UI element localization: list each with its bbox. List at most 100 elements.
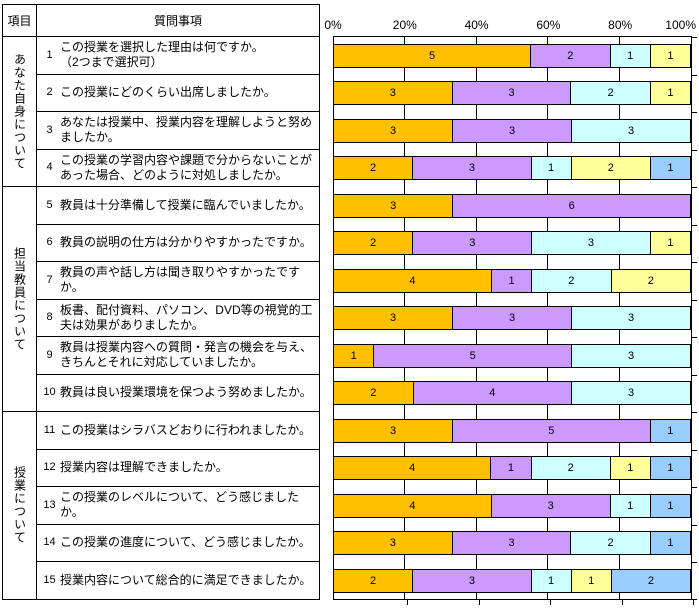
segment-value: 2 bbox=[647, 274, 654, 287]
stacked-bar: 3 3 2 1 bbox=[333, 531, 691, 555]
question-cell: 15 授業内容について総合的に満足できましたか。 bbox=[37, 562, 320, 600]
bar-segment-orange: 2 bbox=[333, 231, 414, 255]
segment-value: 2 bbox=[370, 162, 377, 174]
axis-tick-label: 0% bbox=[324, 18, 342, 32]
question-text: この授業はシラバスどおりに行われましたか。 bbox=[60, 422, 312, 437]
segment-value: 4 bbox=[409, 274, 416, 287]
chart-row: 1 5 3 bbox=[333, 337, 697, 375]
question-text: この授業を選択した理由は何ですか。 （2つまで選択可） bbox=[60, 40, 264, 70]
bar-segment-blue: 1 bbox=[649, 493, 691, 518]
bar-segment-yellow: 1 bbox=[649, 81, 691, 105]
segment-value: 1 bbox=[667, 49, 674, 62]
chart-row: 2 3 1 2 1 bbox=[333, 149, 697, 188]
bar-segment-orange: 2 bbox=[333, 568, 414, 593]
stacked-bar: 5 2 1 1 bbox=[333, 43, 691, 68]
stacked-bar: 3 3 2 1 bbox=[333, 81, 691, 105]
segment-value: 1 bbox=[667, 424, 674, 437]
bottom-tick bbox=[693, 599, 694, 605]
question-number: 12 bbox=[43, 461, 56, 474]
question-cell: 10 教員は良い授業環境を保つよう努めましたか。 bbox=[37, 374, 320, 412]
segment-value: 2 bbox=[607, 87, 614, 99]
bar-segment-yellow: 1 bbox=[649, 231, 691, 255]
segment-value: 1 bbox=[667, 237, 674, 249]
bar-segment-blue: 1 bbox=[649, 418, 691, 443]
chart-row: 5 2 1 1 bbox=[333, 37, 697, 75]
segment-value: 4 bbox=[489, 387, 496, 399]
segment-value: 1 bbox=[667, 462, 674, 474]
question-cell: 7 教員の声や話し方は聞き取りやすかったですか。 bbox=[37, 262, 320, 300]
bar-segment-yellow: 1 bbox=[609, 456, 651, 480]
chart-row: 3 3 3 bbox=[333, 299, 697, 338]
question-number: 5 bbox=[46, 198, 53, 211]
segment-value: 4 bbox=[409, 499, 416, 512]
bar-segment-cyan: 2 bbox=[570, 531, 651, 555]
question-cell: 13 この授業のレベルについて、どう感じましたか。 bbox=[37, 487, 320, 525]
question-text: この授業の進度について、どう感じましたか。 bbox=[60, 535, 311, 550]
segment-value: 2 bbox=[567, 462, 574, 474]
question-number: 15 bbox=[43, 573, 56, 586]
survey-table: 項目 質問事項 0% 20% 40% 60% 80% 100% あなた自身について 担当教員… bbox=[2, 4, 697, 600]
segment-value: 1 bbox=[667, 537, 674, 549]
bar-segment-cyan: 3 bbox=[571, 306, 691, 330]
bar-segment-yellow: 2 bbox=[610, 268, 691, 293]
segment-value: 3 bbox=[508, 124, 516, 137]
bar-segment-yellow: 1 bbox=[649, 43, 691, 68]
segment-value: 1 bbox=[350, 349, 357, 362]
question-text: この授業にどのくらい出席しましたか。 bbox=[60, 85, 276, 100]
bar-segment-purple: 6 bbox=[452, 193, 691, 218]
segment-value: 3 bbox=[468, 574, 475, 587]
category-cell: あなた自身について bbox=[2, 37, 37, 187]
stacked-bar: 2 3 1 1 2 bbox=[333, 568, 691, 593]
segment-value: 1 bbox=[508, 274, 515, 287]
bottom-tick bbox=[478, 599, 480, 605]
question-number: 8 bbox=[46, 311, 53, 324]
axis-tick-label: 80% bbox=[608, 18, 633, 32]
segment-value: 5 bbox=[548, 424, 555, 437]
question-text: この授業の学習内容や課題で分からないことがあった場合、どのように対処しましたか。 bbox=[60, 152, 313, 182]
segment-value: 3 bbox=[587, 237, 594, 249]
stacked-bar: 2 3 3 1 bbox=[333, 231, 691, 255]
segment-value: 3 bbox=[508, 537, 515, 549]
question-number: 2 bbox=[46, 86, 53, 99]
bar-segment-orange: 3 bbox=[333, 81, 453, 105]
question-text: 教員は授業内容への質問・発言の機会を与え、きちんとそれに対応していましたか。 bbox=[60, 340, 313, 370]
segment-value: 4 bbox=[409, 462, 416, 474]
bar-segment-cyan: 3 bbox=[531, 231, 651, 255]
segment-value: 2 bbox=[567, 49, 574, 62]
category-label: あなた自身について bbox=[12, 53, 27, 170]
question-number: 14 bbox=[43, 536, 56, 549]
category-cell: 担当教員について bbox=[2, 187, 37, 412]
segment-value: 3 bbox=[389, 312, 397, 324]
bar-segment-cyan: 3 bbox=[571, 118, 691, 143]
item-column-header: 項目 bbox=[2, 4, 37, 37]
bottom-axis-ticks bbox=[335, 599, 694, 607]
bar-segment-purple: 3 bbox=[452, 118, 572, 143]
question-cell: 9 教員は授業内容への質問・発言の機会を与え、きちんとそれに対応していましたか。 bbox=[37, 337, 320, 375]
stacked-bar: 3 5 1 bbox=[333, 418, 691, 443]
bar-segment-purple: 5 bbox=[373, 343, 572, 368]
question-number: 11 bbox=[43, 423, 56, 436]
segment-value: 3 bbox=[389, 87, 396, 99]
segment-value: 1 bbox=[627, 462, 634, 474]
segment-value: 2 bbox=[370, 387, 377, 399]
bar-segment-orange: 3 bbox=[333, 193, 454, 218]
question-cell: 1 この授業を選択した理由は何ですか。 （2つまで選択可） bbox=[37, 37, 320, 75]
percent-axis: 0% 20% 40% 60% 80% 100% bbox=[324, 4, 696, 37]
segment-value: 3 bbox=[508, 87, 515, 99]
bar-segment-blue: 1 bbox=[649, 456, 691, 480]
segment-value: 1 bbox=[667, 162, 674, 174]
chart-row: 4 3 1 1 bbox=[333, 487, 697, 525]
question-number: 1 bbox=[46, 48, 53, 61]
bar-segment-blue: 1 bbox=[649, 156, 691, 180]
stacked-bar: 1 5 3 bbox=[333, 343, 691, 368]
bar-segment-purple: 3 bbox=[490, 493, 611, 518]
question-text: 教員の声や話し方は聞き取りやすかったですか。 bbox=[60, 265, 301, 295]
segment-value: 2 bbox=[568, 274, 575, 287]
question-number: 13 bbox=[43, 498, 56, 511]
stacked-bar: 2 3 1 2 1 bbox=[333, 156, 691, 180]
segment-value: 1 bbox=[548, 162, 555, 174]
segment-value: 2 bbox=[647, 574, 654, 587]
